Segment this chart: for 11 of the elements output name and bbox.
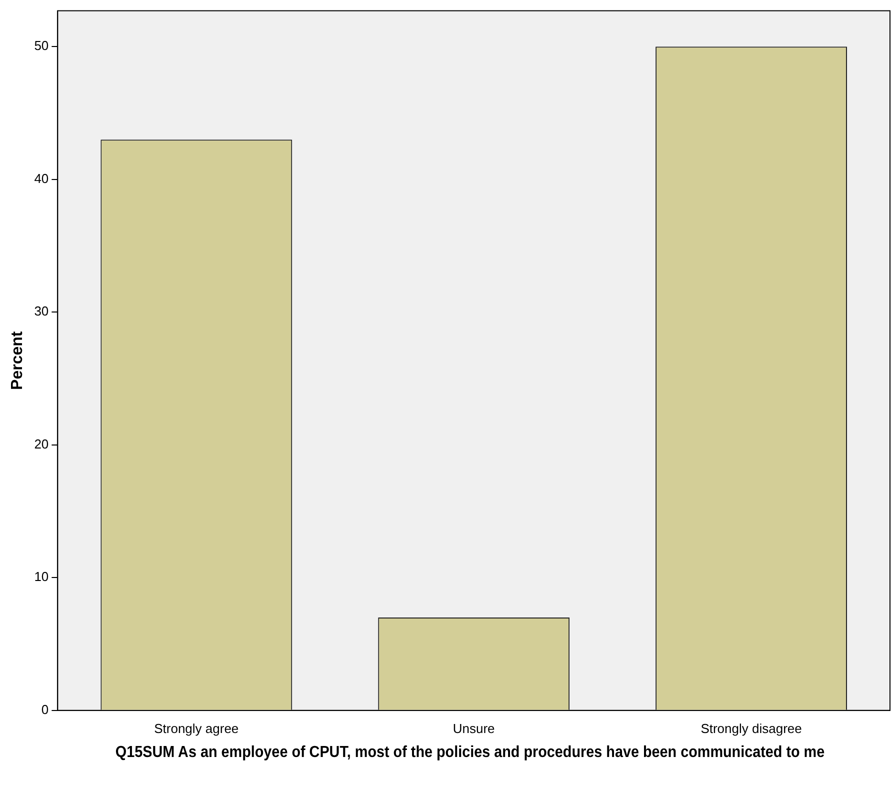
y-tick-label: 50 — [34, 38, 49, 54]
y-tick-label: 20 — [34, 436, 49, 452]
x-tick-label: Strongly agree — [154, 720, 239, 736]
y-tick-label: 10 — [34, 569, 49, 584]
y-tick-label: 40 — [34, 170, 49, 186]
y-tick-label: 0 — [41, 702, 49, 717]
y-axis-title: Percent — [9, 330, 26, 390]
x-tick-label: Strongly disagree — [700, 720, 802, 736]
y-tick-label: 30 — [34, 304, 49, 319]
x-tick-label: Unsure — [452, 720, 495, 736]
x-axis-title: Q15SUM As an employee of CPUT, most of the policies and procedures have been communicated to me — [114, 744, 826, 761]
